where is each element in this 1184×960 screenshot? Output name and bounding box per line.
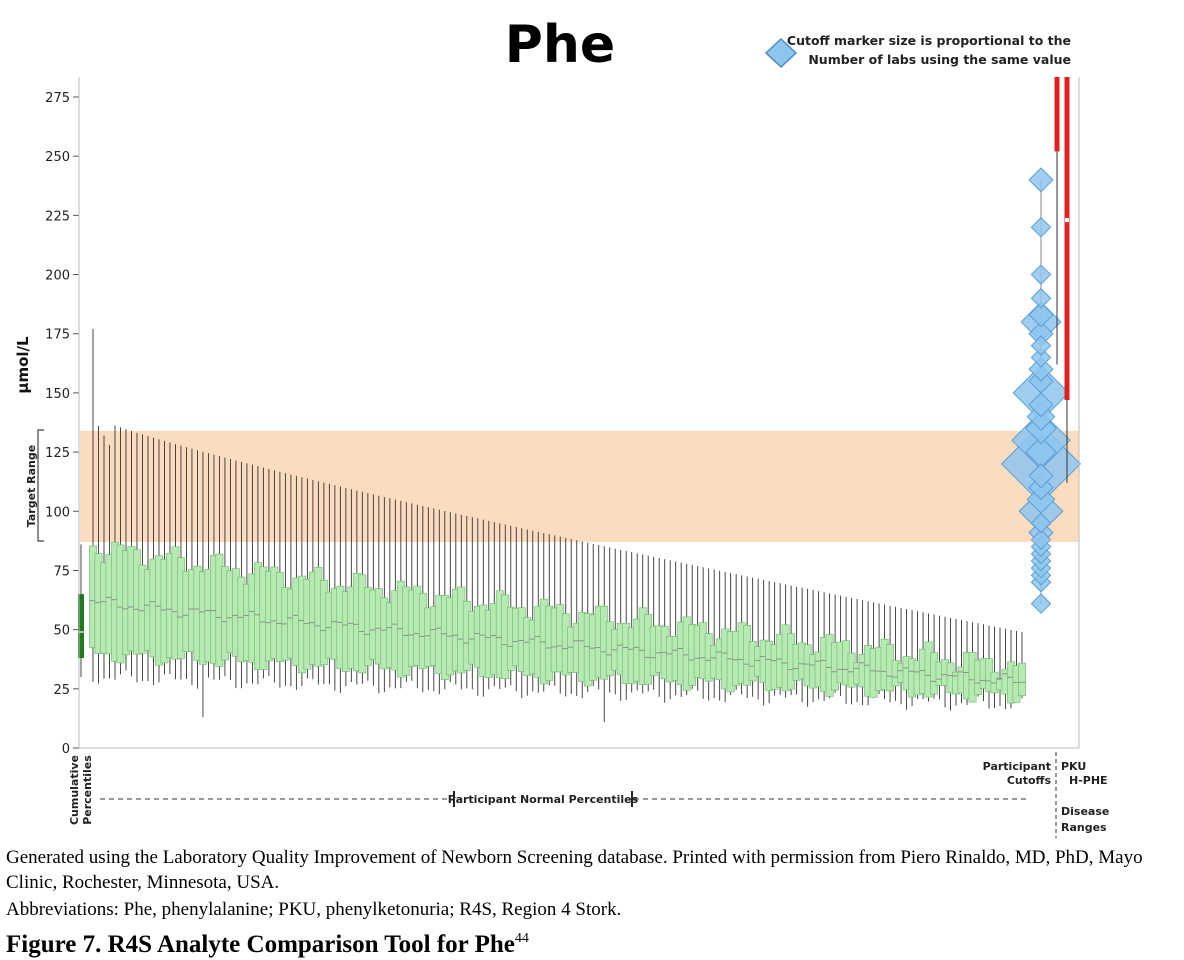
plot-frame <box>78 77 1080 749</box>
y-tick-label: 125 <box>45 446 70 461</box>
figure-caption: Figure 7. R4S Analyte Comparison Tool fo… <box>6 924 529 960</box>
disease-pku-label: PKU <box>1061 760 1086 773</box>
disease-ranges-label-2: Ranges <box>1061 821 1107 834</box>
y-tick-label: 200 <box>45 269 70 284</box>
target-range-band <box>80 430 1079 543</box>
target-range-bracket <box>37 429 44 542</box>
cutoff-marker <box>1028 167 1054 193</box>
participant-cutoffs-label-1: Participant <box>983 760 1051 773</box>
cutoff-marker <box>1030 335 1052 356</box>
cumulative-iqr-box <box>78 594 84 659</box>
cutoff-marker <box>1030 529 1052 550</box>
participant-cutoffs-label-2: Cutoffs <box>1007 774 1052 787</box>
y-tick-label: 0 <box>62 742 70 757</box>
caption-generated: Generated using the Laboratory Quality I… <box>6 847 1143 893</box>
figure-reference: 44 <box>514 931 529 946</box>
y-tick-label: 250 <box>45 150 70 165</box>
cutoff-marker <box>1030 347 1052 368</box>
cutoff-marker <box>1028 463 1054 489</box>
disease-range-bars <box>1054 77 1070 483</box>
cumulative-percentiles-label-1: Cumulative <box>68 755 81 825</box>
cutoff-marker <box>1030 216 1052 238</box>
y-tick-label: 225 <box>45 209 70 224</box>
cutoff-marker <box>1030 593 1052 614</box>
y-tick-label: 275 <box>45 91 70 106</box>
legend-diamond-marker <box>764 37 798 69</box>
y-tick-label: 175 <box>45 328 70 343</box>
participant-boxplots <box>89 328 1026 722</box>
target-range-text: Target Range <box>25 445 38 527</box>
cutoff-marker <box>1030 264 1052 285</box>
participant-iqr-box <box>1018 662 1026 697</box>
chart-title: Phe <box>505 15 615 75</box>
disease-box-pku <box>1054 77 1060 152</box>
cutoff-marker <box>1028 392 1054 418</box>
cutoff-marker <box>1030 512 1052 534</box>
disease-box-hphe <box>1064 77 1070 401</box>
cutoff-marker <box>1028 302 1054 328</box>
y-tick-label: 50 <box>53 624 70 639</box>
disease-median-hphe <box>1065 218 1069 223</box>
caption-abbreviations: Abbreviations: Phe, phenylalanine; PKU, … <box>6 899 622 920</box>
disease-ranges-label-1: Disease <box>1061 805 1109 818</box>
cutoff-marker <box>1030 287 1052 309</box>
y-tick-label: 100 <box>45 505 70 520</box>
y-axis-label: µmol/L <box>14 336 32 394</box>
x-axis-annotations: Cumulative Percentiles Participant Norma… <box>68 752 1109 838</box>
phe-comparison-chart: Phe Cutoff marker size is proportional t… <box>14 15 1109 838</box>
y-tick-label: 25 <box>53 683 70 698</box>
y-axis-ticks: 0 25 50 75 100 125 150 175 200 225 250 275 <box>45 91 79 757</box>
target-range-band-layer <box>80 430 1079 543</box>
cumulative-percentiles-label-2: Percentiles <box>81 755 94 825</box>
cutoff-markers <box>1000 167 1082 614</box>
y-tick-label: 150 <box>45 387 70 402</box>
legend-line-2: Number of labs using the same value <box>808 52 1071 67</box>
y-tick-label: 75 <box>53 564 70 579</box>
legend-line-1: Cutoff marker size is proportional to th… <box>787 33 1071 48</box>
legend: Cutoff marker size is proportional to th… <box>764 33 1071 69</box>
target-range-label: Target Range <box>25 429 44 542</box>
figure-label: Figure 7. R4S Analyte Comparison Tool fo… <box>6 931 515 958</box>
disease-hphe-label: H-PHE <box>1069 774 1108 787</box>
participant-normal-percentiles-label: Participant Normal Percentiles <box>448 793 639 806</box>
cutoff-marker <box>1028 356 1054 382</box>
